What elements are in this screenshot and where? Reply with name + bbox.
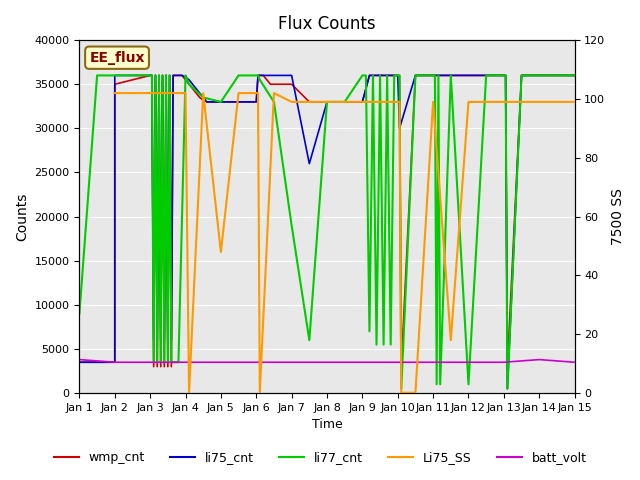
Legend: wmp_cnt, li75_cnt, li77_cnt, Li75_SS, batt_volt: wmp_cnt, li75_cnt, li77_cnt, Li75_SS, ba…	[49, 446, 591, 469]
Y-axis label: Counts: Counts	[15, 192, 29, 241]
Text: EE_flux: EE_flux	[90, 51, 145, 65]
X-axis label: Time: Time	[312, 419, 342, 432]
Y-axis label: 7500 SS: 7500 SS	[611, 188, 625, 245]
Title: Flux Counts: Flux Counts	[278, 15, 376, 33]
